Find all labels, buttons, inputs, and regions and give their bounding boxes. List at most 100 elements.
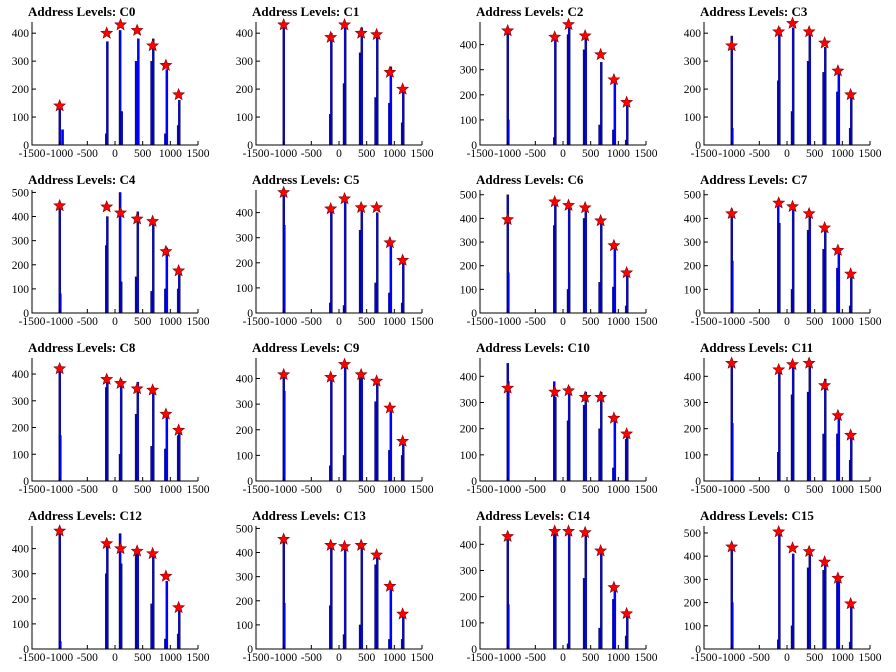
axis-lines	[703, 190, 870, 314]
chart-panel: Address Levels: C5 0 100 200 300 400 -1500 -100…	[224, 168, 448, 336]
peak-marker	[100, 200, 114, 213]
y-tick-label: 300	[684, 397, 702, 409]
x-tick-label: 1500	[859, 316, 882, 328]
bar	[402, 91, 405, 146]
bar	[152, 387, 155, 482]
bar	[567, 386, 571, 482]
bar	[837, 251, 841, 314]
bar	[165, 69, 169, 146]
x-tick-label: -1000	[270, 484, 297, 496]
chart-panel: Address Levels: C1 0 100 200 300 400 -1500 -100…	[224, 0, 448, 168]
bar	[178, 608, 181, 650]
bar	[791, 363, 795, 482]
y-tick-label: 0	[471, 476, 477, 488]
y-tick-label: 200	[236, 596, 254, 608]
peak-marker	[370, 27, 384, 41]
chart-panel: Address Levels: C13 0 100 200 300 400 500 -1500…	[224, 504, 448, 672]
peak-marker	[772, 196, 786, 209]
peak-marker	[114, 541, 128, 555]
y-tick-label: 300	[236, 233, 254, 245]
bar	[837, 579, 841, 650]
x-tick-label: 1500	[411, 484, 434, 496]
axis-lines	[479, 22, 646, 146]
peak-marker	[844, 428, 858, 441]
peak-marker	[501, 23, 515, 37]
y-tick-label: 200	[460, 261, 478, 273]
bar	[850, 604, 853, 650]
x-tick-label: -500	[77, 652, 98, 664]
x-tick-label: 500	[134, 484, 152, 496]
y-tick-label: 100	[684, 450, 702, 462]
chart-title: Address Levels: C10	[476, 340, 590, 355]
bar	[731, 260, 734, 314]
bar	[778, 368, 781, 482]
x-tick-label: -500	[77, 484, 98, 496]
y-tick-label: 300	[460, 397, 478, 409]
x-tick-label: 1500	[187, 148, 210, 160]
peak-marker	[578, 28, 592, 42]
y-tick-label: 300	[12, 56, 30, 68]
x-tick-label: -500	[749, 316, 770, 328]
peak-marker	[396, 82, 410, 95]
y-tick-label: 400	[460, 213, 478, 225]
peak-marker	[172, 600, 186, 614]
x-tick-label: -1000	[46, 652, 73, 664]
peak-marker	[114, 376, 128, 389]
bar	[808, 553, 812, 650]
peak-marker	[146, 383, 160, 396]
x-tick-label: 500	[806, 484, 824, 496]
peak-marker	[277, 17, 291, 31]
chart-title: Address Levels: C14	[476, 508, 590, 523]
bar	[283, 391, 286, 482]
x-tick-label: 1000	[607, 316, 630, 328]
chart-title: Address Levels: C6	[476, 172, 584, 187]
peak-marker	[562, 524, 576, 537]
chart-plot: 0 100 200 300 400 -1500 -1000 -500 0 500 1000 1500	[236, 17, 434, 160]
bar	[626, 614, 629, 650]
y-tick-label: 0	[23, 476, 29, 488]
bar	[613, 415, 617, 482]
bar	[600, 391, 603, 482]
y-tick-label: 0	[247, 308, 253, 320]
bar	[567, 206, 571, 314]
peak-marker	[396, 434, 410, 447]
x-tick-label: 1500	[411, 316, 434, 328]
y-tick-label: 100	[236, 112, 254, 124]
peak-marker	[324, 30, 338, 43]
peak-marker	[114, 206, 128, 219]
bar	[283, 224, 286, 314]
y-tick-label: 400	[684, 551, 702, 563]
x-tick-label: -1000	[494, 316, 521, 328]
peak-marker	[831, 243, 845, 256]
y-tick-label: 200	[684, 424, 702, 436]
x-tick-label: 1500	[635, 652, 658, 664]
y-tick-label: 0	[247, 644, 253, 656]
x-tick-label: 500	[806, 316, 824, 328]
chart-plot: 0 100 200 300 400 -1500 -1000 -500 0 500 1000 1500	[684, 356, 882, 496]
bar	[376, 383, 379, 482]
peak-marker	[130, 544, 144, 557]
bar	[824, 47, 827, 146]
x-tick-label: 500	[582, 484, 600, 496]
y-tick-label: 400	[684, 28, 702, 40]
bar	[134, 60, 138, 146]
peak-marker	[338, 357, 352, 370]
y-tick-label: 200	[684, 261, 702, 273]
chart-title: Address Levels: C9	[252, 340, 360, 355]
x-tick-label: 1000	[831, 316, 854, 328]
bar	[178, 431, 181, 482]
x-tick-label: 0	[560, 484, 566, 496]
y-tick-label: 0	[695, 644, 701, 656]
x-tick-label: -1000	[494, 148, 521, 160]
y-tick-label: 0	[695, 140, 701, 152]
peak-marker	[338, 539, 352, 553]
bar	[626, 272, 629, 314]
x-tick-label: 0	[560, 652, 566, 664]
bar	[837, 418, 841, 482]
peak-marker	[818, 36, 832, 49]
bar	[554, 201, 557, 314]
chart-plot: 0 100 200 300 400 -1500 -1000 -500 0 500 1000 1500	[236, 357, 434, 496]
y-tick-label: 500	[236, 523, 254, 535]
y-tick-label: 200	[460, 592, 478, 604]
peak-marker	[786, 16, 800, 29]
